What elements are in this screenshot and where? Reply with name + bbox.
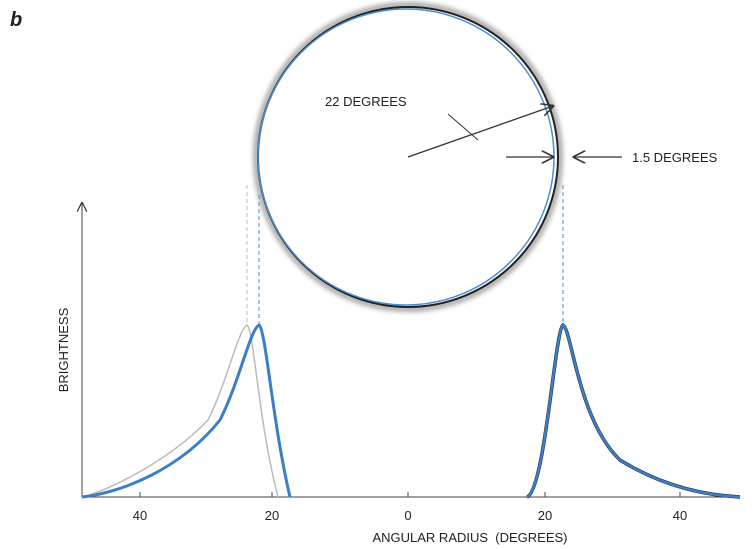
x-tick-label: 20 [265, 508, 279, 523]
brightness-curve-right [527, 325, 740, 497]
x-tick-label: 0 [404, 508, 411, 523]
panel-label: b [10, 9, 22, 31]
brightness-curve-left [82, 325, 290, 497]
x-tick-label: 40 [133, 508, 147, 523]
y-axis-label: BRIGHTNESS [56, 307, 71, 392]
width-label: 1.5 DEGREES [632, 150, 718, 165]
brightness-curve-right-shadow [527, 325, 740, 497]
x-tick-label: 20 [538, 508, 552, 523]
radius-label: 22 DEGREES [325, 94, 407, 109]
brightness-curve-gray [82, 325, 278, 497]
figure: b 22 DEGREES 1.5 DEGREES BRIGHTNESS ANGU… [0, 0, 755, 549]
x-axis-title: ANGULAR RADIUS (DEGREES) [372, 530, 567, 545]
x-tick-label: 40 [673, 508, 687, 523]
